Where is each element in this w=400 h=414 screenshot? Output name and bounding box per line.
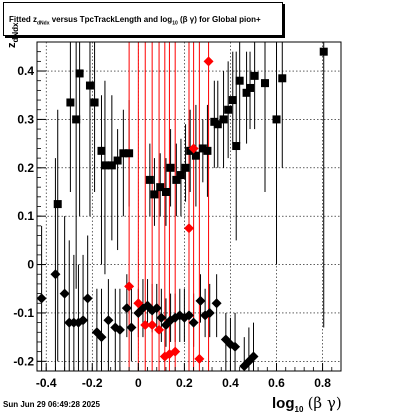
x-axis-label-greek: (β γ) — [307, 394, 342, 412]
square-marker — [113, 156, 122, 165]
diamond-marker — [151, 303, 162, 314]
square-marker — [85, 81, 94, 90]
x-tick-label: 0.4 — [222, 376, 239, 390]
title-sub2: 10 — [172, 20, 178, 27]
square-marker — [90, 98, 99, 107]
diamond-marker — [204, 307, 215, 318]
diamond-marker — [36, 293, 47, 304]
square-marker — [278, 74, 287, 83]
y-tick-label: 0.2 — [17, 161, 34, 175]
square-marker — [261, 79, 269, 88]
x-tick-label: -0.4 — [36, 376, 57, 390]
square-marker — [156, 183, 165, 192]
diamond-marker — [96, 332, 107, 343]
y-axis-label-main: z — [6, 42, 18, 49]
square-marker — [235, 76, 244, 85]
square-marker — [186, 146, 195, 155]
x-tick-label: 0 — [135, 376, 142, 390]
square-marker — [53, 200, 62, 209]
square-marker — [242, 88, 251, 97]
square-marker — [250, 71, 259, 80]
square-marker — [181, 163, 190, 172]
square-marker — [228, 96, 237, 105]
diamond-marker — [103, 315, 114, 326]
y-tick-label: -0.1 — [13, 306, 34, 320]
x-axis-label: log10 (β γ) — [272, 394, 342, 414]
square-marker — [172, 175, 181, 184]
title-prefix: Fitted z — [9, 15, 37, 24]
red-diamond-marker — [124, 281, 135, 292]
timestamp-footer: Sun Jun 29 06:49:28 2025 — [3, 400, 100, 409]
title-middle: versus TpcTrackLength and log — [49, 15, 173, 24]
red-diamond-marker — [203, 56, 214, 67]
square-marker — [224, 105, 233, 114]
red-diamond-marker — [188, 143, 199, 154]
y-tick-label: 0.1 — [17, 209, 34, 223]
diamond-marker — [78, 315, 89, 326]
square-marker — [119, 149, 128, 158]
y-axis-label: zdNdx — [6, 23, 20, 49]
diamond-marker — [230, 341, 241, 352]
chart-title: Fitted zdNdx versus TpcTrackLength and l… — [3, 2, 283, 36]
red-diamond-marker — [147, 320, 158, 331]
diamond-marker — [211, 298, 222, 309]
square-marker — [246, 83, 255, 92]
square-marker — [66, 98, 75, 107]
square-marker — [72, 115, 81, 124]
red-diamond-marker — [170, 346, 181, 357]
diamond-marker — [50, 269, 61, 280]
square-marker — [213, 120, 222, 129]
x-tick-label: 0.6 — [268, 376, 285, 390]
diamond-marker — [188, 317, 199, 328]
diamond-marker — [121, 303, 132, 314]
square-marker — [176, 171, 185, 180]
square-marker — [166, 163, 175, 172]
y-tick-label: 0.4 — [17, 64, 34, 78]
diamond-marker — [184, 310, 194, 321]
y-axis-label-sub: dNdx — [11, 22, 21, 43]
y-tick-label: 0.3 — [17, 112, 34, 126]
red-diamond-marker — [154, 324, 165, 335]
square-marker — [272, 115, 281, 124]
y-tick-label: -0.2 — [13, 354, 34, 368]
red-diamond-marker — [133, 298, 144, 309]
title-suffix: (β γ) for Global pion+ — [177, 15, 261, 24]
diamond-marker — [195, 295, 206, 306]
diamond-marker — [59, 288, 70, 299]
x-tick-label: 0.2 — [176, 376, 193, 390]
axis-ticks — [36, 51, 333, 372]
x-tick-label: 0.8 — [314, 376, 331, 390]
square-marker — [232, 142, 241, 151]
square-marker — [100, 161, 109, 170]
square-marker — [97, 146, 106, 155]
square-marker — [319, 47, 328, 56]
diamond-marker — [156, 312, 167, 323]
square-marker — [145, 175, 154, 184]
red-diamond-marker — [140, 320, 151, 331]
square-marker — [150, 190, 159, 199]
title-sub: dNdx — [37, 20, 50, 27]
data-markers — [36, 47, 328, 372]
diamond-marker — [248, 351, 259, 362]
square-marker — [161, 187, 170, 196]
square-marker — [107, 161, 116, 170]
tick-labels: -0.4 -0.2 0 0.2 0.4 0.6 0.8-0.2-0.100.10.20.30… — [13, 64, 331, 390]
x-axis-label-sub: 10 — [294, 405, 304, 414]
x-axis-label-main: log — [272, 395, 295, 412]
x-tick-label: -0.2 — [82, 376, 103, 390]
red-diamond-marker — [184, 223, 194, 234]
square-marker — [125, 149, 134, 158]
diamond-marker — [82, 293, 93, 304]
diamond-marker — [114, 324, 125, 335]
square-marker — [219, 115, 228, 124]
square-marker — [191, 151, 200, 160]
square-marker — [203, 146, 212, 155]
square-marker — [75, 69, 84, 78]
red-diamond-marker — [194, 353, 205, 364]
diamond-marker — [126, 322, 137, 333]
y-tick-label: 0 — [27, 258, 34, 272]
square-marker — [198, 144, 207, 153]
